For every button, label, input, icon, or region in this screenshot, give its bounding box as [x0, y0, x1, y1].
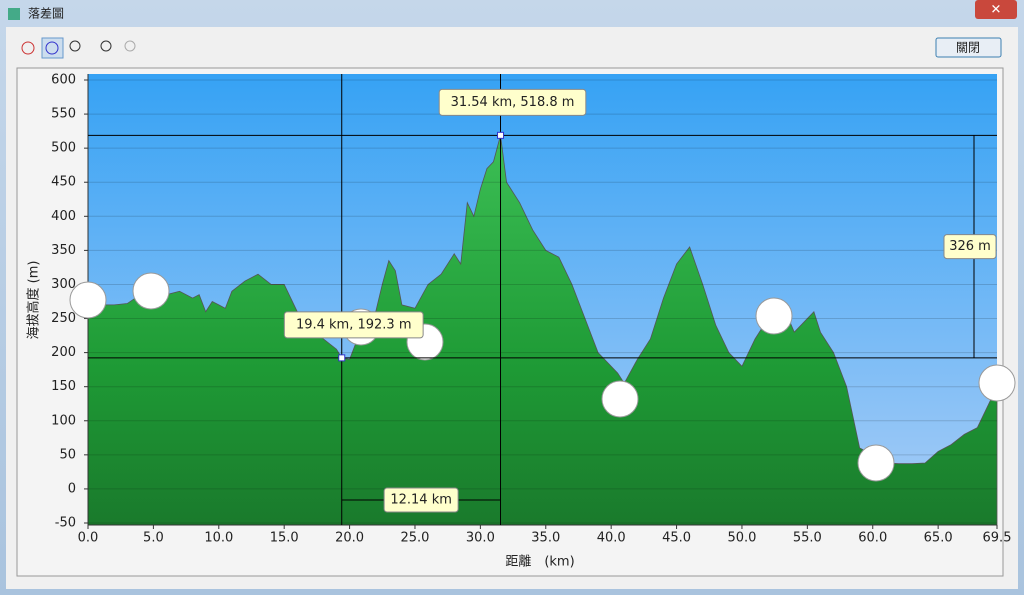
y-tick-label: 300 [51, 277, 76, 292]
waypoint-icon [601, 380, 639, 418]
close-button[interactable] [935, 37, 1002, 58]
tool-crosshair[interactable] [21, 41, 35, 55]
x-tick-label: 30.0 [466, 531, 495, 546]
tool-zoom-box[interactable] [69, 40, 81, 52]
x-tick-label: 55.0 [793, 531, 822, 546]
waypoint-icon [857, 444, 895, 482]
close-window[interactable] [975, 0, 1017, 19]
elevation-area [87, 135, 998, 526]
cursor-tooltip-label: 19.4 km, 192.3 m [296, 317, 412, 332]
distance-span-label: 12.14 km [390, 493, 452, 508]
x-tick-label: 5.0 [143, 531, 164, 546]
tool-cursor[interactable] [41, 37, 64, 59]
x-tick-label: 20.0 [335, 531, 364, 546]
close-x: ✕ [991, 3, 1002, 18]
y-tick-label: 500 [51, 141, 76, 156]
app-icon [8, 8, 20, 20]
y-tick-label: 600 [51, 73, 76, 88]
x-tick-label: 65.0 [924, 531, 953, 546]
cursor-point [497, 131, 505, 139]
x-tick-label: 60.0 [858, 531, 887, 546]
y-tick-label: 150 [51, 379, 76, 394]
y-tick-label: 550 [51, 107, 76, 122]
x-tick-label: 35.0 [531, 531, 560, 546]
y-axis-label: 海拔高度 (m) [26, 261, 42, 340]
window-title: 落差圖 [28, 7, 64, 21]
cursor-tooltip [438, 88, 587, 116]
x-tick-label: 50.0 [727, 531, 756, 546]
y-tick-label: 350 [51, 243, 76, 258]
x-tick-label: 40.0 [597, 531, 626, 546]
waypoint-icon [132, 272, 170, 310]
elevation-span-box [943, 234, 997, 260]
cursor-tooltip [283, 311, 424, 339]
x-tick-label: 25.0 [401, 531, 430, 546]
y-tick-label: 400 [51, 209, 76, 224]
y-tick-label: 200 [51, 345, 76, 360]
y-tick-label: 450 [51, 175, 76, 190]
close-button-label: 關閉 [956, 41, 980, 55]
x-tick-label: 10.0 [204, 531, 233, 546]
x-tick-label: 69.5 [983, 531, 1012, 546]
x-tick-label: 45.0 [662, 531, 691, 546]
x-tick-label: 15.0 [270, 531, 299, 546]
cursor-point [338, 354, 346, 362]
tool-cursor-icon [45, 41, 59, 55]
y-tick-label: -50 [55, 516, 76, 531]
waypoint-icon [755, 297, 793, 335]
waypoint-icon [978, 364, 1016, 402]
toolbar: 關閉 [21, 37, 1002, 59]
y-tick-label: 0 [68, 481, 76, 496]
tool-zoom-in[interactable] [100, 40, 112, 52]
elevation-span-label: 326 m [949, 239, 991, 254]
tool-zoom-out[interactable] [124, 40, 136, 52]
y-tick-label: 50 [59, 447, 76, 462]
waypoint-icon [69, 281, 107, 319]
x-tick-label: 0.0 [78, 531, 99, 546]
x-axis-label: 距離 (km) [505, 555, 574, 570]
distance-span-box [383, 487, 459, 513]
cursor-tooltip-label: 31.54 km, 518.8 m [451, 95, 575, 110]
y-tick-label: 100 [51, 413, 76, 428]
y-tick-label: 250 [51, 311, 76, 326]
